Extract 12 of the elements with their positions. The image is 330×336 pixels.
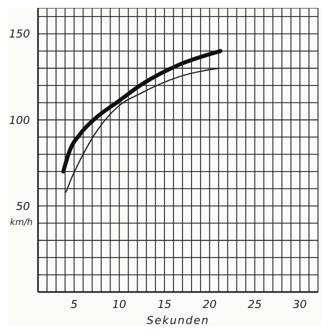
x-tick-label: 25 <box>248 298 262 311</box>
y-axis-title: km/h <box>10 218 34 228</box>
x-tick-label: 30 <box>292 298 307 311</box>
x-tick-label: 15 <box>157 298 172 311</box>
x-tick-label: 5 <box>70 298 78 311</box>
y-tick-label: 50 <box>16 200 30 213</box>
y-tick-label: 150 <box>9 28 30 41</box>
x-tick-label: 20 <box>202 298 217 311</box>
y-tick-label: 100 <box>9 114 30 127</box>
line-series <box>61 49 222 174</box>
x-axis-title: Sekunden <box>146 314 210 327</box>
x-tick-label: 10 <box>112 298 126 311</box>
